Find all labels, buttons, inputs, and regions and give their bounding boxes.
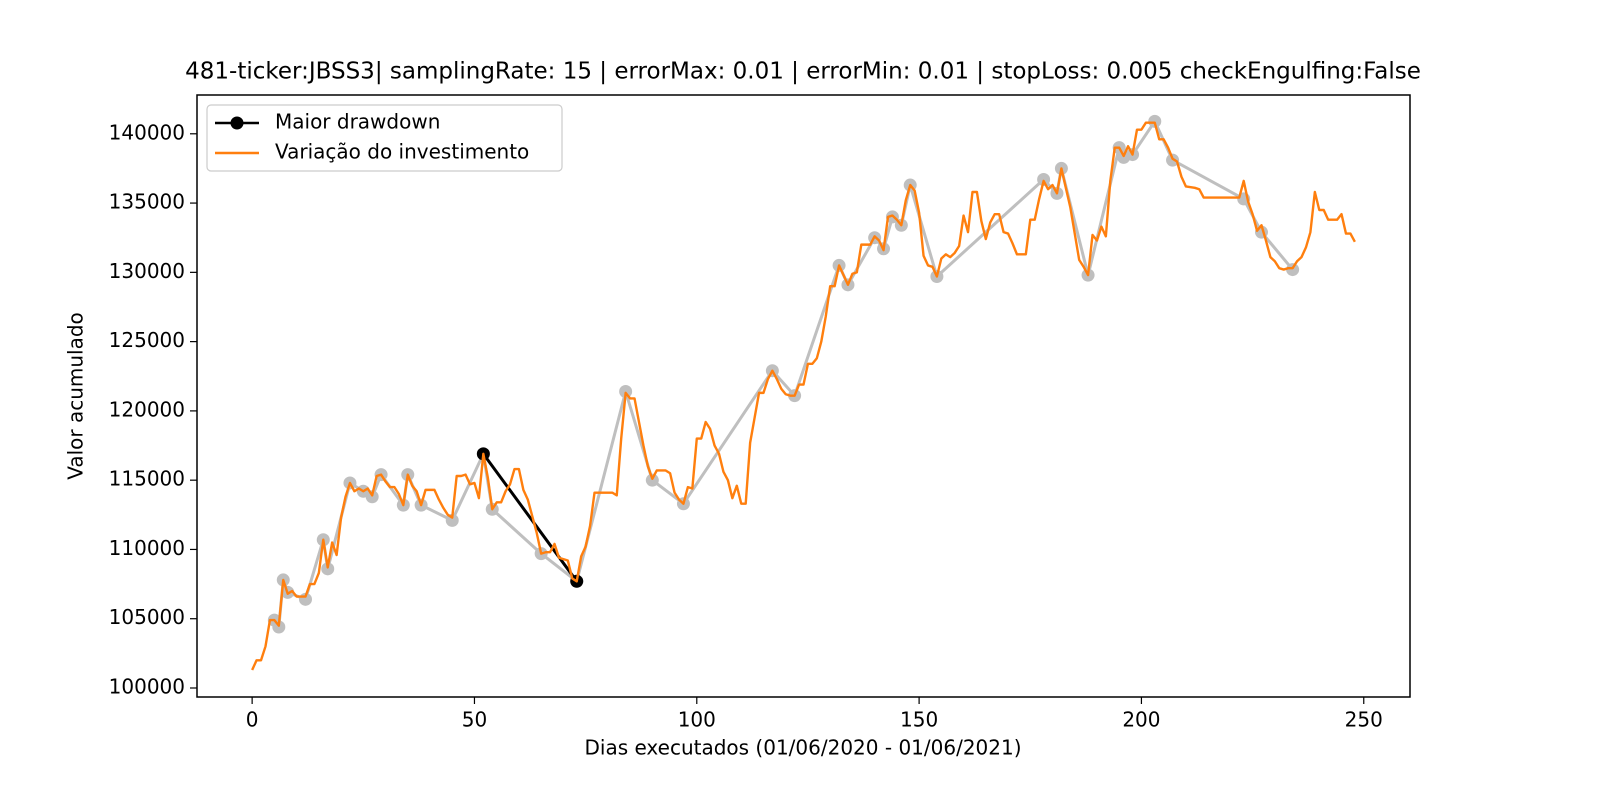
legend-marker xyxy=(230,116,244,130)
point xyxy=(645,473,659,487)
x-tick-label: 200 xyxy=(1122,708,1160,732)
series-line xyxy=(251,121,1356,671)
y-tick-label: 130000 xyxy=(109,259,185,283)
point xyxy=(1037,173,1051,187)
point xyxy=(445,513,459,527)
y-tick-label: 105000 xyxy=(109,605,185,629)
point xyxy=(272,620,286,634)
legend-label: Variação do investimento xyxy=(275,140,529,164)
plot-frame xyxy=(196,94,1411,698)
x-axis-label: Dias executados (01/06/2020 - 01/06/2021… xyxy=(584,736,1021,760)
y-tick-label: 100000 xyxy=(109,674,185,698)
y-tick-label: 125000 xyxy=(109,328,185,352)
x-tick-label: 250 xyxy=(1345,708,1383,732)
point xyxy=(1286,263,1300,277)
legend: Maior drawdown Variação do investimento xyxy=(206,104,563,172)
legend-label: Maior drawdown xyxy=(275,110,440,134)
x-tick-label: 50 xyxy=(462,708,487,732)
y-tick-label: 115000 xyxy=(109,467,185,491)
x-tick-label: 150 xyxy=(900,708,938,732)
point xyxy=(1148,114,1162,128)
y-tick-label: 135000 xyxy=(109,190,185,214)
point xyxy=(321,562,335,576)
point xyxy=(365,490,379,504)
x-tick-label: 100 xyxy=(678,708,716,732)
x-tick-label: 0 xyxy=(246,708,259,732)
y-tick-label: 120000 xyxy=(109,397,185,421)
y-axis-label: Valor acumulado xyxy=(64,312,88,480)
series-line xyxy=(273,119,1294,629)
y-tick-label: 140000 xyxy=(109,120,185,144)
series-line xyxy=(482,452,578,583)
chart-title: 481-ticker:JBSS3| samplingRate: 15 | err… xyxy=(185,59,1421,85)
y-tick-label: 110000 xyxy=(109,536,185,560)
legend-box xyxy=(206,104,563,172)
point xyxy=(619,384,633,398)
